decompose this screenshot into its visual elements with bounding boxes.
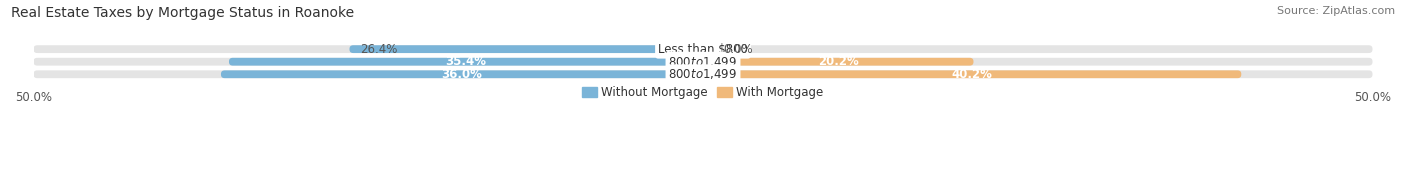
FancyBboxPatch shape: [34, 45, 1372, 53]
Text: Source: ZipAtlas.com: Source: ZipAtlas.com: [1277, 6, 1395, 16]
Text: Real Estate Taxes by Mortgage Status in Roanoke: Real Estate Taxes by Mortgage Status in …: [11, 6, 354, 20]
Text: Less than $800: Less than $800: [658, 43, 748, 56]
Legend: Without Mortgage, With Mortgage: Without Mortgage, With Mortgage: [578, 81, 828, 104]
FancyBboxPatch shape: [703, 58, 973, 66]
FancyBboxPatch shape: [34, 70, 1372, 78]
FancyBboxPatch shape: [34, 58, 1372, 66]
Text: $800 to $1,499: $800 to $1,499: [668, 55, 738, 69]
Text: 40.2%: 40.2%: [952, 68, 993, 81]
Text: $800 to $1,499: $800 to $1,499: [668, 67, 738, 81]
Text: 26.4%: 26.4%: [360, 43, 398, 56]
Text: 0.0%: 0.0%: [723, 43, 752, 56]
FancyBboxPatch shape: [350, 45, 703, 53]
FancyBboxPatch shape: [221, 70, 703, 78]
Text: 36.0%: 36.0%: [441, 68, 482, 81]
FancyBboxPatch shape: [229, 58, 703, 66]
Text: 35.4%: 35.4%: [446, 55, 486, 68]
Text: 20.2%: 20.2%: [818, 55, 859, 68]
FancyBboxPatch shape: [703, 70, 1241, 78]
